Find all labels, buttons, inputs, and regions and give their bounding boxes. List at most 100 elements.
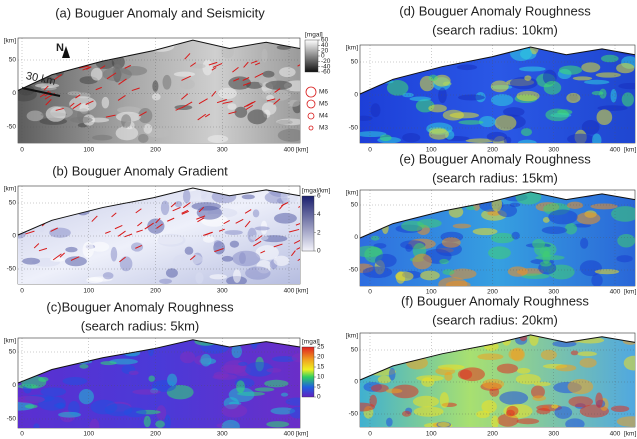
colorbar-label: 15 <box>317 364 325 371</box>
x-tick-label: 300 <box>217 288 228 295</box>
y-tick-label: -50 <box>349 267 359 274</box>
x-tick-label: 100 <box>83 288 94 295</box>
map-texture <box>516 374 541 384</box>
panel-title: (c)Bouguer Anomaly Roughness <box>46 299 234 314</box>
map-texture <box>536 408 550 414</box>
y-tick-label: 50 <box>9 349 17 356</box>
map-texture <box>532 395 546 401</box>
map-texture <box>491 233 515 243</box>
map-texture <box>429 129 449 140</box>
map-texture <box>274 213 297 224</box>
x-tick-label: 0 <box>368 289 372 296</box>
map-texture <box>491 415 499 428</box>
map-texture <box>255 387 275 391</box>
map-texture <box>616 255 632 262</box>
map-texture <box>597 109 613 125</box>
y-tick-label: 50 <box>9 57 17 64</box>
map-texture <box>40 387 66 396</box>
map-texture <box>568 379 594 394</box>
legend-label: M4 <box>319 113 328 120</box>
panel-title: (search radius: 5km) <box>81 318 199 333</box>
x-unit: [km] <box>624 147 636 154</box>
map-texture <box>414 407 444 417</box>
map-texture <box>83 242 94 258</box>
legend-symbol <box>308 113 314 119</box>
map-texture <box>458 94 485 100</box>
map-texture <box>27 111 44 122</box>
map-texture <box>15 396 45 403</box>
x-unit: [km] <box>296 431 308 438</box>
map-texture <box>401 221 424 232</box>
x-tick-label: 200 <box>150 147 161 154</box>
map-texture <box>542 226 567 234</box>
panel-title: (d) Bouguer Anomaly Roughness <box>399 3 591 18</box>
y-tick-label: 50 <box>9 200 17 207</box>
map-texture <box>50 258 64 262</box>
map-texture <box>545 108 569 121</box>
map-texture <box>159 279 172 284</box>
map-texture <box>380 135 392 142</box>
map-texture <box>506 410 515 417</box>
x-tick-label: 400 <box>610 147 621 154</box>
panel-title: (search radius: 20km) <box>432 312 558 327</box>
colorbar-label: 2 <box>317 229 321 236</box>
map-texture <box>281 393 288 397</box>
y-tick-label: -50 <box>7 124 17 131</box>
map-texture <box>571 350 579 355</box>
map-texture <box>102 97 110 109</box>
colorbar-label: 20 <box>317 354 325 361</box>
map-texture <box>232 251 260 266</box>
map-texture <box>290 407 306 419</box>
map-texture <box>208 135 229 143</box>
map-texture <box>416 375 444 381</box>
x-tick-label: 300 <box>217 431 228 438</box>
map-texture <box>567 134 594 145</box>
map-texture <box>144 416 151 427</box>
x-tick-label: 300 <box>217 147 228 154</box>
map-texture <box>132 389 161 394</box>
map-texture <box>477 353 503 360</box>
map-texture <box>144 124 153 134</box>
x-tick-label: 100 <box>83 431 94 438</box>
map-texture <box>265 81 292 90</box>
colorbar-label: 5 <box>317 384 321 391</box>
map-texture <box>278 129 305 142</box>
map-texture <box>497 364 518 374</box>
map-texture <box>402 133 420 142</box>
map-texture <box>386 389 402 394</box>
map-texture <box>225 230 243 235</box>
map-texture <box>167 374 177 387</box>
map-texture <box>174 72 195 77</box>
y-tick-label: -50 <box>349 125 359 132</box>
y-tick-label: 0 <box>12 382 16 389</box>
colorbar-label: 0 <box>317 248 321 255</box>
map-texture <box>482 400 497 413</box>
map-texture <box>235 107 248 118</box>
map-texture <box>375 254 397 267</box>
map-texture <box>508 348 523 360</box>
map-texture <box>70 117 93 123</box>
map-texture <box>203 236 215 243</box>
legend-symbol <box>306 87 316 97</box>
map-texture <box>395 271 413 281</box>
map-texture <box>412 254 432 270</box>
map-texture <box>371 236 380 241</box>
map-texture <box>511 232 519 240</box>
y-tick-label: 0 <box>354 234 358 241</box>
map-texture <box>488 246 511 259</box>
map-texture <box>610 89 616 102</box>
map-texture <box>453 224 471 229</box>
map-texture <box>276 118 304 125</box>
map-texture <box>91 68 103 81</box>
map-texture <box>214 240 222 247</box>
map-texture <box>510 77 538 89</box>
map-texture <box>580 358 597 368</box>
panel-title: (b) Bouguer Anomaly Gradient <box>52 163 228 178</box>
map-texture <box>63 377 88 385</box>
colorbar-label: 6 <box>317 193 321 200</box>
map-texture <box>517 418 540 424</box>
y-unit: [km] <box>4 338 16 345</box>
y-unit: [km] <box>346 333 358 340</box>
map-texture <box>617 234 635 248</box>
map-texture <box>524 75 531 80</box>
